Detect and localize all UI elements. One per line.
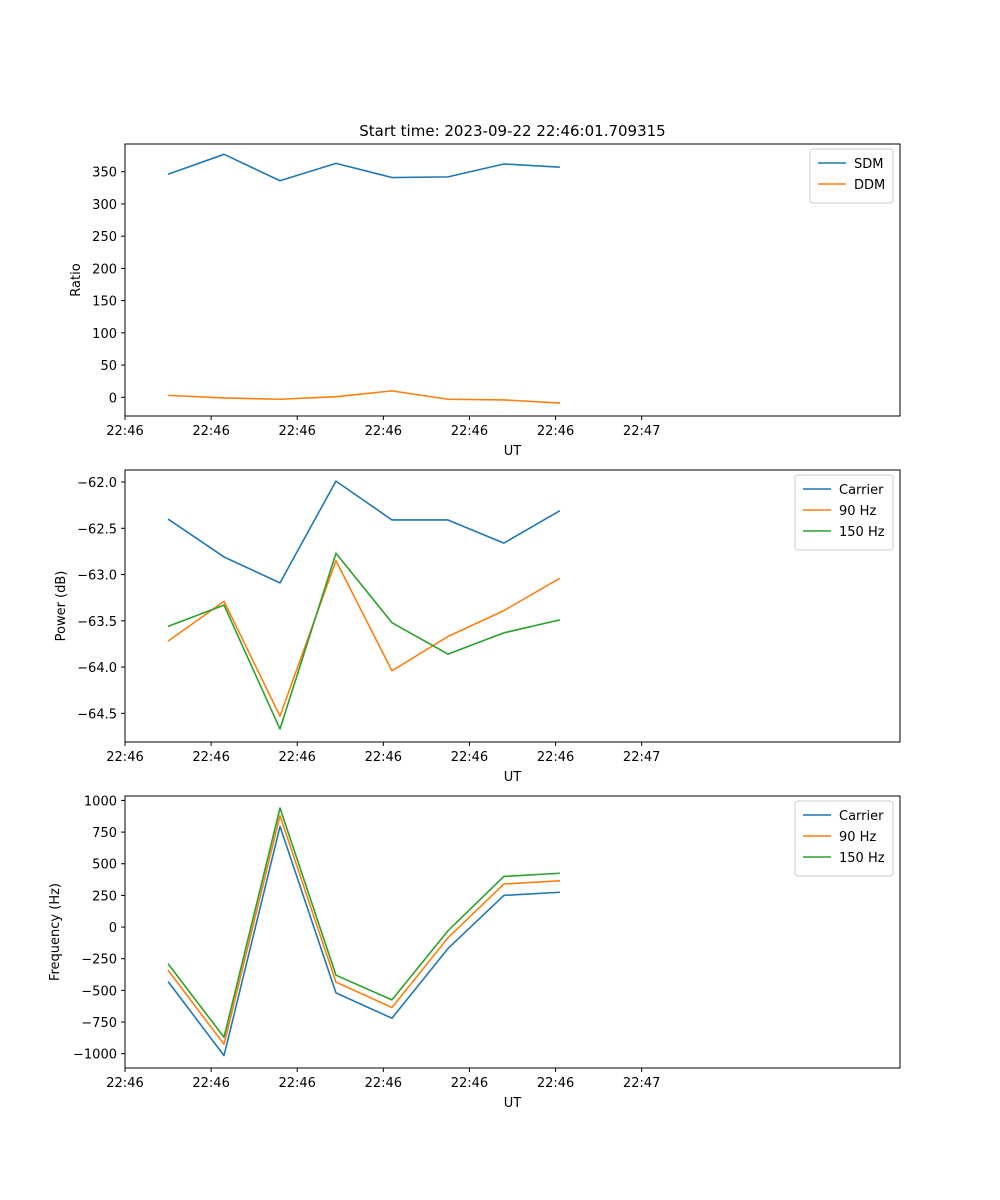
panel-1-x-axis-label: UT: [504, 444, 522, 459]
panel-3-x-tick-label: 22:46: [106, 1076, 143, 1091]
panel-3-axes-frame: [124, 795, 901, 1069]
panel-2-legend-label-carrier: Carrier: [839, 483, 884, 498]
panel-2-series-carrier: [167, 480, 561, 584]
panel-1-y-tick-label: 150: [92, 295, 117, 310]
panel-2-y-tick-label: −62.5: [77, 522, 117, 537]
panel-1-x-tick-label: 22:46: [537, 424, 574, 439]
panel-1-series-ddm: [168, 390, 560, 404]
panel-3-legend-label-carrier: Carrier: [839, 809, 884, 824]
panel-3-y-tick-label: −1000: [73, 1048, 117, 1063]
panel-2-y-tick-label: −64.5: [77, 707, 117, 722]
panel-3-series-90-hz: [167, 814, 560, 1045]
panel-2-series-150-hz: [167, 552, 561, 730]
panel-1-legend-label-ddm: DDM: [854, 178, 885, 193]
panel-2-y-tick-label: −64.0: [77, 661, 117, 676]
panel-1-x-tick-label: 22:46: [106, 424, 143, 439]
panel-2-x-tick-label: 22:46: [278, 750, 315, 765]
panel-2-x-tick-label: 22:46: [537, 750, 574, 765]
panel-2-x-tick-label: 22:46: [192, 750, 229, 765]
panel-1-y-tick-label: 250: [92, 230, 117, 245]
panel-3-series-150-hz: [167, 807, 560, 1039]
panel-1-series-sdm: [167, 153, 560, 182]
panel-1-legend-label-sdm: SDM: [854, 157, 883, 172]
panel-3-y-tick-label: 500: [92, 858, 117, 873]
panel-2-x-tick-label: 22:46: [451, 750, 488, 765]
panel-3-x-axis-label: UT: [504, 1096, 522, 1111]
panel-1-y-tick-label: 300: [92, 198, 117, 213]
panel-3-y-axis-label: Frequency (Hz): [48, 883, 63, 981]
panel-3-legend-label-90-hz: 90 Hz: [839, 830, 876, 845]
panel-3-y-tick-label: 250: [92, 889, 117, 904]
panel-1-y-tick-label: 0: [109, 391, 117, 406]
panel-3-y-tick-label: 0: [109, 921, 117, 936]
panel-1-x-tick-label: 22:46: [365, 424, 402, 439]
panel-2-y-axis-label: Power (dB): [54, 571, 69, 642]
panel-2-y-tick-label: −62.0: [77, 476, 117, 491]
panel-1-y-tick-label: 350: [92, 166, 117, 181]
panel-1-x-tick-label: 22:46: [451, 424, 488, 439]
panel-2-x-tick-label: 22:47: [623, 750, 660, 765]
panel-1-y-axis-label: Ratio: [69, 263, 84, 296]
panel-2-x-tick-label: 22:46: [365, 750, 402, 765]
panel-1-axes-frame: [124, 143, 901, 417]
panel-2-legend-label-90-hz: 90 Hz: [839, 504, 876, 519]
panel-3-x-tick-label: 22:46: [451, 1076, 488, 1091]
panel-3-x-tick-label: 22:46: [192, 1076, 229, 1091]
panel-3-y-tick-label: −750: [81, 1016, 117, 1031]
panel-2-series-90-hz: [167, 559, 561, 717]
panel-3-x-tick-label: 22:47: [623, 1076, 660, 1091]
figure-title: Start time: 2023-09-22 22:46:01.709315: [359, 122, 665, 140]
panel-3-x-tick-label: 22:46: [365, 1076, 402, 1091]
panel-2-axes-frame: [124, 469, 901, 743]
panel-1-y-tick-label: 200: [92, 262, 117, 277]
panel-2-y-tick-label: −63.0: [77, 569, 117, 584]
panel-3-legend-label-150-hz: 150 Hz: [839, 851, 885, 866]
panel-3-y-tick-label: −500: [81, 984, 117, 999]
panel-1-x-tick-label: 22:46: [192, 424, 229, 439]
panel-3-x-tick-label: 22:46: [278, 1076, 315, 1091]
panel-2-y-tick-label: −63.5: [77, 615, 117, 630]
panel-3-series-carrier: [167, 825, 560, 1057]
panel-1-y-tick-label: 50: [100, 359, 117, 374]
panel-3-x-tick-label: 22:46: [537, 1076, 574, 1091]
panel-2-legend-label-150-hz: 150 Hz: [839, 525, 885, 540]
panel-1-y-tick-label: 100: [92, 327, 117, 342]
panel-3-y-tick-label: 1000: [84, 794, 117, 809]
panel-1-x-tick-label: 22:46: [278, 424, 315, 439]
panel-3-y-tick-label: 750: [92, 826, 117, 841]
panel-1-x-tick-label: 22:47: [623, 424, 660, 439]
panel-2-x-tick-label: 22:46: [106, 750, 143, 765]
panel-2-x-axis-label: UT: [504, 770, 522, 785]
panel-3-y-tick-label: −250: [81, 953, 117, 968]
